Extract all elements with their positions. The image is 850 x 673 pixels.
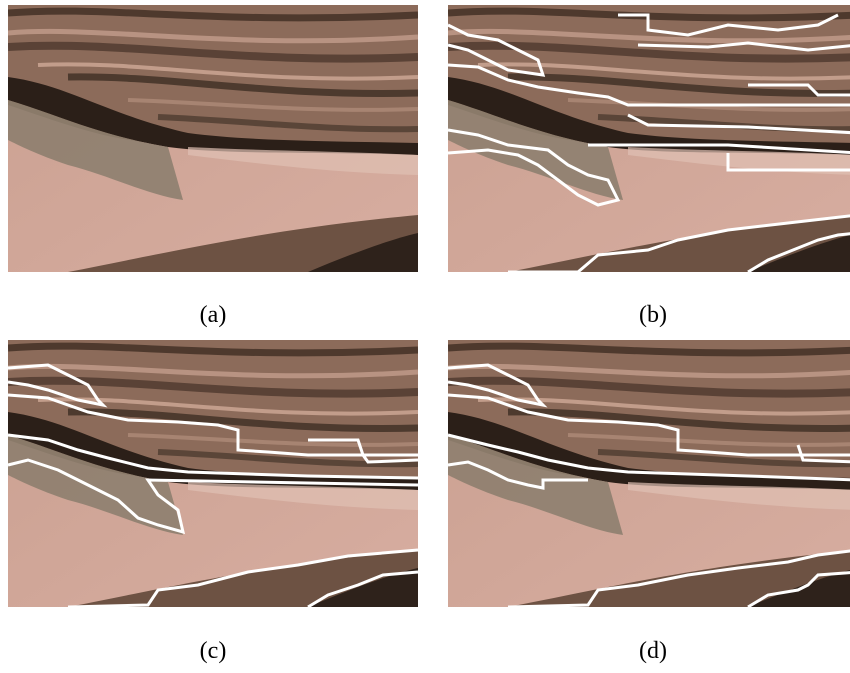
caption: (b) bbox=[639, 302, 667, 328]
image-panel bbox=[8, 5, 418, 272]
figure: (a) (b) (c) (d) bbox=[0, 0, 850, 668]
image-panel bbox=[8, 340, 418, 607]
image-panel bbox=[448, 5, 850, 272]
page: (a) (b) (c) (d) (() => bbox=[0, 0, 850, 668]
image-panel bbox=[448, 340, 850, 607]
caption: (a) bbox=[200, 302, 227, 328]
caption: (d) bbox=[639, 638, 667, 664]
caption: (c) bbox=[200, 638, 227, 664]
